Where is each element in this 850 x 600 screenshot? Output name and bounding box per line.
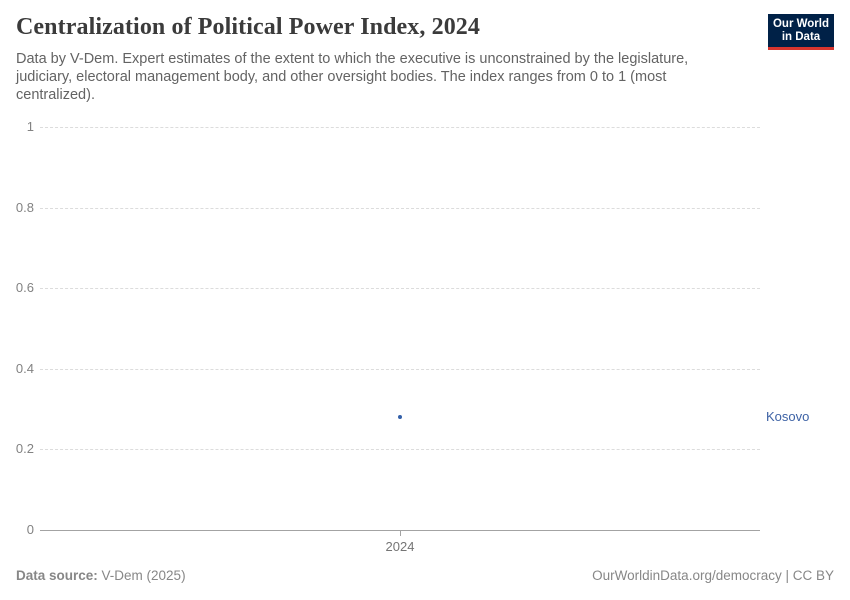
- gridline: [40, 288, 760, 290]
- y-tick-label: 0.6: [15, 280, 34, 296]
- x-tick-label: 2024: [385, 539, 415, 554]
- chart-footer: Data source: V-Dem (2025) OurWorldinData…: [16, 568, 834, 583]
- gridline: [40, 127, 760, 128]
- y-tick-label: 0.4: [15, 360, 34, 376]
- data-source-value: V-Dem (2025): [97, 568, 186, 583]
- y-tick-label: 0.8: [15, 199, 34, 215]
- owid-logo[interactable]: Our World in Data: [768, 14, 834, 50]
- gridline: [40, 207, 760, 209]
- y-tick-label: 0.2: [15, 441, 34, 457]
- y-tick-label: 0: [26, 522, 34, 537]
- gridline: [40, 449, 760, 451]
- data-source-label: Data source:: [16, 568, 98, 583]
- page-title: Centralization of Political Power Index,…: [16, 14, 480, 40]
- license-link[interactable]: OurWorldinData.org/democracy | CC BY: [592, 568, 834, 583]
- owid-logo-red-bar: [768, 47, 834, 50]
- data-source: Data source: V-Dem (2025): [16, 568, 186, 583]
- gridline: [40, 368, 760, 370]
- y-tick-label: 1: [26, 119, 34, 134]
- owid-logo-line2: in Data: [781, 31, 821, 43]
- chart-subtitle: Data by V-Dem. Expert estimates of the e…: [16, 51, 689, 103]
- data-point[interactable]: [398, 415, 402, 420]
- entity-label[interactable]: Kosovo: [766, 409, 810, 425]
- x-tick: [400, 530, 401, 536]
- owid-logo-line1: Our World: [772, 18, 829, 30]
